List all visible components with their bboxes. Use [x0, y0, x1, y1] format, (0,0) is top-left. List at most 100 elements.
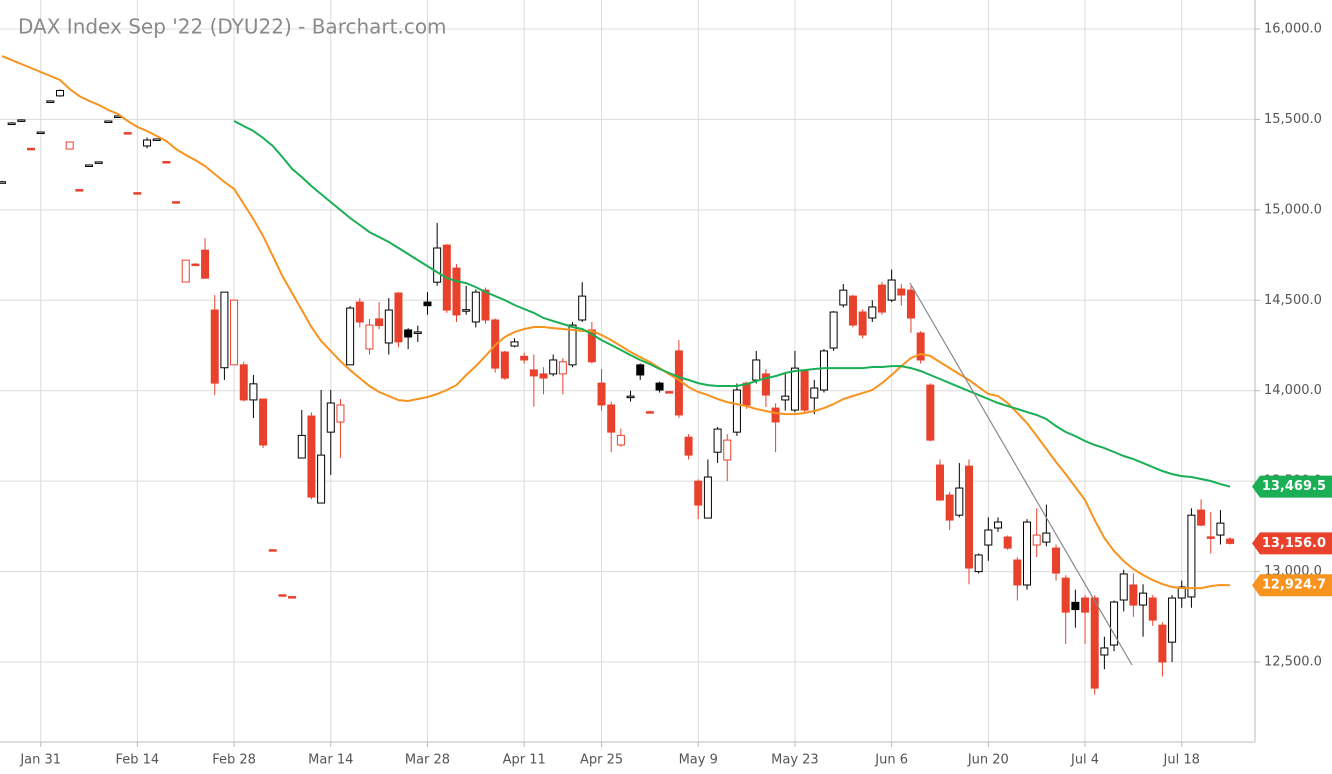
candle-body	[500, 351, 509, 379]
candle-body	[1129, 584, 1138, 606]
candle-body	[230, 299, 239, 366]
candle-body	[597, 382, 606, 406]
candle-body	[732, 389, 741, 433]
candle-body	[974, 554, 983, 573]
candle-body	[723, 439, 732, 461]
candle-body	[259, 398, 268, 446]
candle-body	[133, 192, 142, 195]
candle-body	[829, 311, 838, 349]
candle-body	[1042, 532, 1051, 543]
candle-body	[249, 383, 258, 401]
y-tick-label: 12,500.0	[1264, 655, 1322, 670]
candle-body	[384, 309, 393, 344]
candle-body	[781, 395, 790, 401]
candle-body	[965, 465, 973, 569]
candle-body	[433, 247, 442, 283]
x-tick-label: Apr 25	[580, 753, 623, 768]
candle-body	[578, 295, 587, 321]
candle-body	[1139, 592, 1148, 606]
candle-body	[713, 428, 722, 453]
candle-body	[1119, 573, 1128, 601]
x-tick-label: Feb 28	[212, 753, 256, 768]
candle-body	[1168, 597, 1177, 643]
candle-body	[684, 436, 693, 456]
candle-body	[210, 309, 219, 384]
candle-body	[994, 521, 1003, 529]
candle-body	[1071, 601, 1080, 611]
candle-body	[326, 402, 335, 433]
candle-body	[288, 596, 297, 599]
candle-body	[984, 529, 993, 546]
x-tick-label: Jul 4	[1070, 753, 1099, 768]
candle-body	[916, 332, 925, 361]
candle-body	[346, 307, 355, 366]
candle-body	[481, 289, 490, 321]
candle-body	[1023, 521, 1032, 586]
price-tag-label: 13,469.5	[1262, 479, 1326, 494]
candle-body	[587, 329, 596, 363]
candle-body	[626, 395, 635, 399]
candle-body	[162, 161, 171, 164]
price-tag	[1252, 574, 1332, 597]
candle-body	[56, 89, 65, 97]
candle-body	[75, 189, 84, 192]
candle-body	[452, 267, 461, 316]
candle-body	[877, 284, 886, 313]
candle-body	[858, 311, 867, 336]
candle-body	[365, 324, 374, 350]
candle-body	[317, 454, 326, 504]
candle-body	[0, 181, 6, 184]
x-tick-label: Jan 31	[19, 753, 61, 768]
candle-body	[810, 387, 819, 399]
candle-body	[703, 476, 712, 519]
candle-body	[868, 306, 877, 319]
candle-body	[278, 594, 287, 597]
candle-body	[394, 292, 403, 343]
candle-body	[549, 359, 558, 375]
candle-body	[539, 373, 548, 379]
candle-body	[307, 415, 316, 498]
candle-body	[413, 331, 422, 334]
candle-body	[520, 355, 529, 361]
candle-body	[800, 369, 809, 411]
candle-body	[645, 411, 654, 414]
candle-body	[1061, 577, 1070, 613]
candle-body	[906, 289, 915, 319]
candle-body	[201, 249, 210, 279]
candle-body	[85, 164, 94, 167]
price-tag-label: 13,156.0	[1262, 536, 1326, 551]
candle-body	[848, 295, 857, 326]
candle-body	[945, 494, 954, 521]
x-tick-label: Jun 6	[874, 753, 908, 768]
candle-body	[65, 141, 74, 150]
candle-body	[1110, 601, 1119, 646]
candle-body	[191, 263, 200, 267]
x-tick-label: Mar 28	[405, 753, 450, 768]
candle-body	[935, 464, 944, 501]
candle-body	[616, 434, 625, 446]
price-tags: 13,469.5 13,156.0 12,924.7	[1252, 475, 1332, 597]
chart-title: DAX Index Sep '22 (DYU22) - Barchart.com	[18, 15, 447, 39]
y-tick-label: 14,000.0	[1264, 383, 1322, 398]
trend-line	[909, 282, 1133, 666]
x-tick-label: Jul 18	[1163, 753, 1200, 768]
price-tag	[1252, 532, 1332, 555]
candle-body	[336, 404, 345, 423]
candle-body	[1032, 534, 1041, 546]
candle-body	[297, 434, 306, 459]
candle-body	[172, 201, 181, 204]
candle-body	[462, 309, 471, 312]
candle-body	[761, 373, 770, 396]
candle-body	[1158, 624, 1167, 663]
candle-body	[694, 480, 703, 506]
y-tick-label: 15,500.0	[1264, 112, 1322, 127]
candle-body	[955, 487, 964, 516]
candle-body	[7, 122, 16, 126]
candle-body	[471, 291, 480, 323]
candle-body	[268, 549, 277, 552]
candle-body	[771, 407, 780, 423]
candle-body	[926, 384, 935, 441]
